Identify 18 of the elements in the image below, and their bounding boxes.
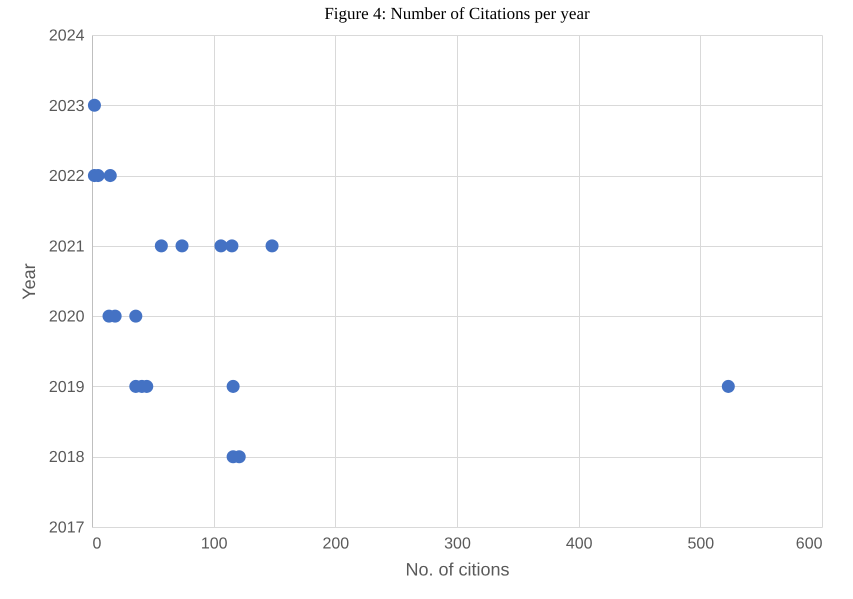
x-axis-title: No. of citions	[405, 560, 510, 580]
x-tick-label: 500	[687, 536, 714, 552]
x-tick-label: 400	[566, 536, 593, 552]
y-tick-label: 2018	[48, 449, 85, 466]
x-tick-label: 200	[322, 536, 350, 552]
x-tick-label: 0	[92, 536, 102, 552]
y-tick-label: 2019	[48, 378, 85, 396]
y-tick-label: 2017	[48, 520, 85, 536]
x-tick-label: 300	[444, 536, 471, 552]
chart-title: Figure 4: Number of Citations per year	[324, 4, 590, 23]
x-tick-label: 600	[796, 536, 823, 552]
y-axis-title: Year	[18, 263, 39, 300]
x-tick-label: 100	[200, 536, 228, 552]
y-tick-label: 2022	[48, 168, 85, 186]
y-tick-label: 2023	[48, 98, 85, 115]
y-tick-label: 2021	[48, 238, 85, 256]
y-tick-label: 2020	[48, 308, 85, 326]
y-tick-label: 2024	[48, 28, 85, 44]
